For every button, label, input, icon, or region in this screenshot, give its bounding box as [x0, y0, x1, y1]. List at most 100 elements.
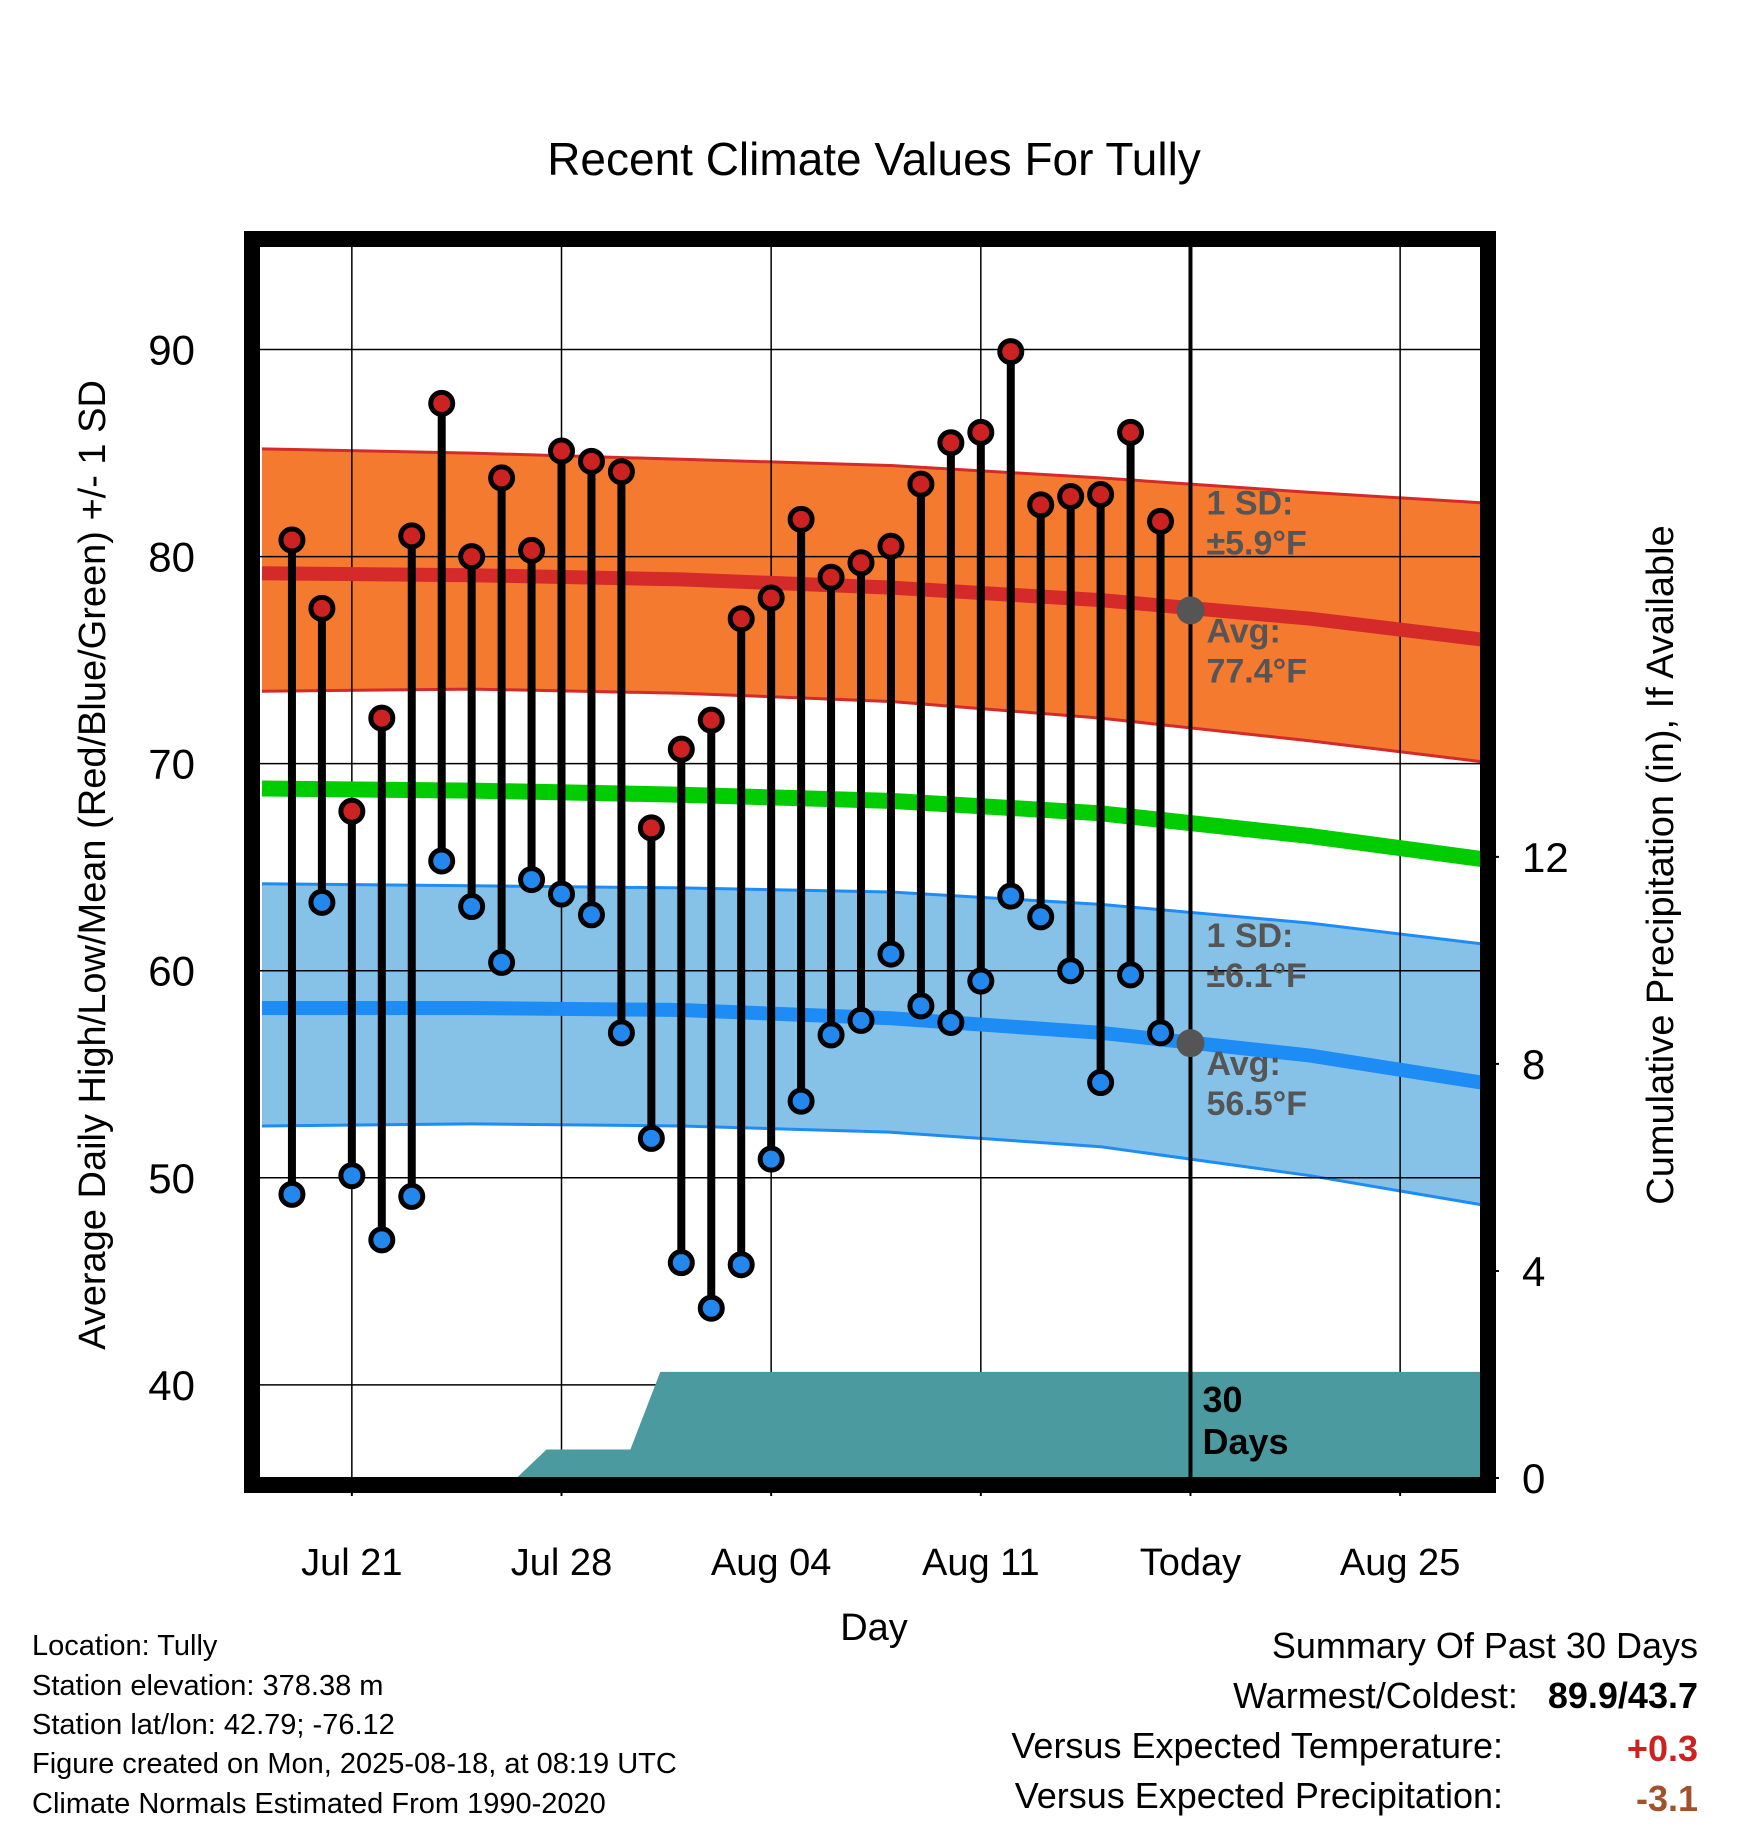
low-point: [398, 1182, 426, 1210]
low-point: [877, 940, 905, 968]
low-point: [368, 1226, 396, 1254]
today-sd-value: ±5.9°F: [1206, 524, 1306, 562]
today-days-label: Days: [1202, 1421, 1288, 1462]
low-point: [338, 1162, 366, 1190]
low-point: [757, 1145, 785, 1173]
high-point: [278, 526, 306, 554]
summary-warmest-value: 89.9/43.7: [1547, 1675, 1698, 1716]
today-avg-dot: [1176, 1029, 1205, 1058]
high-point: [967, 418, 995, 446]
low-point: [577, 901, 605, 929]
y-right-tick-label: 12: [1522, 834, 1569, 881]
high-point: [398, 522, 426, 550]
low-point: [787, 1087, 815, 1115]
low-sd-band: [262, 883, 1481, 1205]
high-point: [1117, 418, 1145, 446]
summary-temp-label: Versus Expected Temperature:: [1011, 1725, 1503, 1766]
today-avg-label: Avg:: [1206, 612, 1280, 650]
today-sd-label: 1 SD:: [1206, 484, 1293, 522]
high-point: [1087, 480, 1115, 508]
summary-temp-value: +0.3: [1626, 1728, 1698, 1769]
low-point: [488, 948, 516, 976]
low-point: [967, 967, 995, 995]
high-point: [727, 605, 755, 633]
x-axis-label: Day: [840, 1607, 908, 1649]
high-point: [458, 543, 486, 571]
low-point: [847, 1006, 875, 1034]
low-point: [607, 1019, 635, 1047]
today-avg-dot: [1176, 596, 1205, 625]
y-right-tick-label: 0: [1522, 1455, 1545, 1502]
y-tick-label: 80: [148, 534, 195, 581]
info-normals: Climate Normals Estimated From 1990-2020: [32, 1788, 606, 1820]
high-point: [757, 584, 785, 612]
high-point: [518, 536, 546, 564]
low-point: [997, 882, 1025, 910]
low-point: [1027, 903, 1055, 931]
low-point: [428, 847, 456, 875]
low-point: [727, 1251, 755, 1279]
low-point: [458, 893, 486, 921]
low-point: [1087, 1069, 1115, 1097]
high-point: [428, 389, 456, 417]
low-point: [637, 1124, 665, 1152]
x-tick-label: Aug 11: [922, 1542, 1040, 1584]
y-tick-label: 60: [148, 948, 195, 995]
high-point: [637, 814, 665, 842]
low-normal-line: [262, 1001, 1481, 1090]
high-point: [548, 437, 576, 465]
high-point: [607, 458, 635, 486]
info-location: Location: Tully: [32, 1630, 218, 1662]
low-point: [518, 866, 546, 894]
summary-precip-label: Versus Expected Precipitation:: [1014, 1775, 1503, 1816]
x-tick-label: Aug 04: [711, 1542, 831, 1584]
high-point: [667, 735, 695, 763]
chart-title: Recent Climate Values For Tully: [547, 133, 1201, 185]
high-band-upper-edge: [261, 447, 1481, 505]
low-point: [907, 992, 935, 1020]
low-point: [817, 1021, 845, 1049]
x-tick-label: Jul 28: [511, 1542, 612, 1584]
high-point: [488, 464, 516, 492]
today-avg-label: Avg:: [1206, 1045, 1280, 1083]
high-point: [1027, 491, 1055, 519]
high-point: [697, 706, 725, 734]
high-point: [937, 429, 965, 457]
high-point: [877, 532, 905, 560]
info-latlon: Station lat/lon: 42.79; -76.12: [32, 1709, 395, 1741]
low-point: [697, 1294, 725, 1322]
today-days-label: 30: [1202, 1379, 1242, 1420]
y-axis-label: Average Daily High/Low/Mean (Red/Blue/Gr…: [72, 380, 114, 1350]
high-point: [368, 704, 396, 732]
low-point: [1147, 1019, 1175, 1047]
y-tick-label: 40: [148, 1362, 195, 1409]
low-band-lower-edge: [261, 1122, 1481, 1207]
high-point: [997, 338, 1025, 366]
summary-precip-value: -3.1: [1635, 1778, 1698, 1819]
high-point: [577, 447, 605, 475]
low-point: [278, 1180, 306, 1208]
high-sd-band: [262, 448, 1481, 762]
high-point: [1057, 483, 1085, 511]
y-tick-label: 90: [148, 327, 195, 374]
low-point: [1117, 961, 1145, 989]
y-axis-right-label: Cumulative Precipitation (in), If Availa…: [1640, 525, 1682, 1204]
today-sd-label: 1 SD:: [1206, 917, 1293, 955]
y-right-tick-label: 8: [1522, 1041, 1545, 1088]
today-avg-value: 56.5°F: [1206, 1085, 1307, 1123]
summary-warmest-label: Warmest/Coldest:: [1233, 1675, 1518, 1716]
low-point: [1057, 957, 1085, 985]
high-point: [308, 594, 336, 622]
low-point: [308, 888, 336, 916]
high-point: [817, 563, 845, 591]
low-point: [937, 1008, 965, 1036]
x-tick-label: Jul 21: [301, 1542, 402, 1584]
high-point: [907, 470, 935, 498]
summary-warmest-row: Warmest/Coldest: 89.9/43.7: [1233, 1678, 1698, 1714]
summary-title: Summary Of Past 30 Days: [1271, 1625, 1698, 1666]
high-point: [1147, 507, 1175, 535]
low-point: [667, 1249, 695, 1277]
